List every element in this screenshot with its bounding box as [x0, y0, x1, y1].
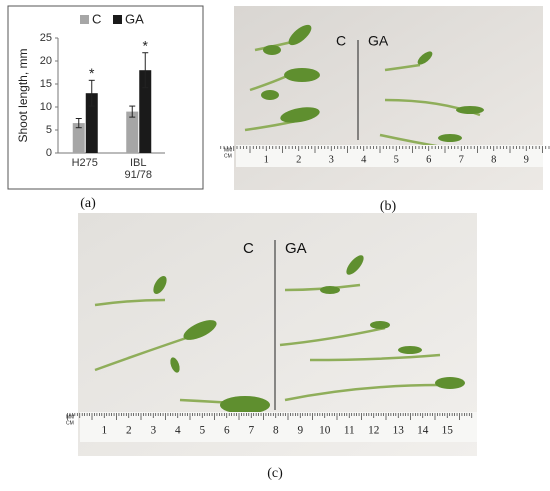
ruler-number: 3 — [150, 425, 156, 437]
significance-marker: * — [89, 65, 95, 81]
chart: 0 5 10 15 20 25 Shoot length, mm C GA H275 * IBL 91… — [16, 11, 165, 181]
legend-swatch — [113, 15, 122, 24]
ruler-number: 12 — [368, 425, 379, 437]
ruler-number: 9 — [524, 154, 529, 165]
ruler-unit: MM — [66, 414, 74, 420]
ruler-unit: MM — [224, 147, 232, 153]
ruler-unit: CM — [66, 420, 74, 426]
ruler-number: 9 — [297, 425, 303, 437]
ruler-number: 2 — [296, 154, 301, 165]
ruler-number: 6 — [426, 154, 431, 165]
y-tick-label: 20 — [40, 55, 52, 67]
ruler-number: 4 — [361, 154, 367, 165]
ruler-number: 6 — [224, 425, 230, 437]
y-tick-label: 10 — [40, 101, 52, 113]
photo-c — [67, 213, 477, 456]
ruler-number: 13 — [393, 425, 405, 437]
bar — [139, 70, 152, 153]
ruler-number: 14 — [417, 425, 429, 437]
ruler-number: 3 — [329, 154, 334, 165]
legend-swatch — [80, 15, 89, 24]
ruler-number: 8 — [491, 154, 496, 165]
bar — [85, 93, 98, 153]
ruler-number: 5 — [199, 425, 205, 437]
photo-b — [220, 6, 550, 190]
ruler-number: 1 — [264, 154, 269, 165]
ruler-number: 8 — [273, 425, 279, 437]
legend-label: C — [92, 11, 101, 26]
ruler-number: 15 — [442, 425, 454, 437]
panel-label: (b) — [380, 199, 397, 214]
x-tick-label-box: IBL 91/78 — [124, 157, 153, 181]
y-tick-label: 0 — [46, 147, 52, 159]
ruler-number: 4 — [175, 425, 181, 437]
chart-frame — [7, 5, 204, 190]
y-tick-label: 15 — [40, 78, 52, 90]
panel-label: (a) — [80, 196, 96, 211]
y-tick-label: 25 — [40, 32, 52, 44]
photo-label: GA — [368, 33, 389, 49]
bar — [72, 123, 85, 153]
x-tick-label: IBL 91/78 — [124, 157, 153, 181]
ruler-number: 7 — [459, 154, 464, 165]
photo-label: C — [336, 33, 346, 49]
ruler-number: 7 — [248, 425, 254, 437]
significance-marker: * — [143, 37, 149, 53]
bar — [126, 111, 139, 153]
photo-label: GA — [285, 240, 307, 257]
ruler-number: 2 — [126, 425, 132, 437]
y-tick-label: 5 — [46, 124, 52, 136]
legend-label: GA — [125, 11, 144, 26]
ruler-number: 11 — [344, 425, 355, 437]
x-tick-label: H275 — [71, 157, 98, 169]
y-axis-label: Shoot length, mm — [16, 48, 30, 142]
ruler-number: 5 — [394, 154, 399, 165]
photo-label: C — [243, 240, 254, 257]
ruler-number: 10 — [319, 425, 331, 437]
ruler-unit: CM — [224, 153, 232, 159]
panel-label: (c) — [267, 466, 283, 481]
ruler-number: 1 — [101, 425, 107, 437]
x-tick-label-box: H275 — [71, 157, 98, 169]
